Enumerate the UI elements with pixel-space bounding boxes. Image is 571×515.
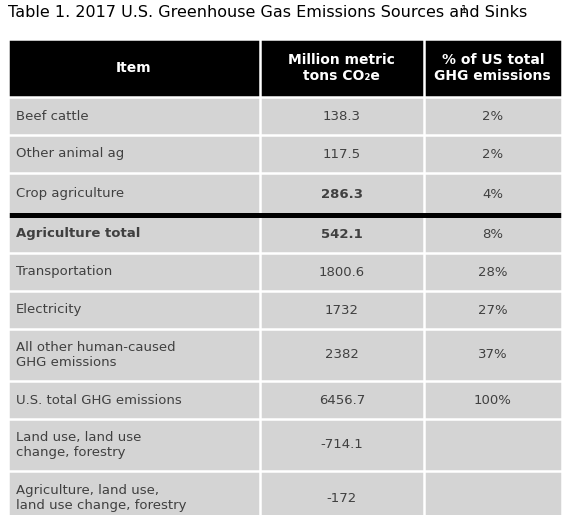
Bar bbox=[424, 381, 562, 419]
Bar bbox=[424, 471, 562, 515]
Bar bbox=[260, 253, 424, 291]
Text: -172: -172 bbox=[327, 491, 357, 505]
Text: Electricity: Electricity bbox=[16, 303, 82, 317]
Bar bbox=[8, 97, 260, 135]
Text: 286.3: 286.3 bbox=[321, 187, 363, 200]
Text: 27%: 27% bbox=[478, 303, 508, 317]
Bar bbox=[424, 215, 562, 253]
Text: 6456.7: 6456.7 bbox=[319, 393, 365, 406]
Text: 2%: 2% bbox=[482, 110, 503, 123]
Bar bbox=[8, 291, 260, 329]
Bar bbox=[260, 135, 424, 173]
Text: 28%: 28% bbox=[478, 266, 508, 279]
Text: 100%: 100% bbox=[474, 393, 512, 406]
Text: 138.3: 138.3 bbox=[323, 110, 361, 123]
Bar bbox=[8, 253, 260, 291]
Text: Other animal ag: Other animal ag bbox=[16, 147, 124, 161]
Text: 117.5: 117.5 bbox=[323, 147, 361, 161]
Bar bbox=[260, 471, 424, 515]
Text: Item: Item bbox=[116, 61, 152, 75]
Text: All other human-caused
GHG emissions: All other human-caused GHG emissions bbox=[16, 341, 176, 369]
Text: U.S. total GHG emissions: U.S. total GHG emissions bbox=[16, 393, 182, 406]
Bar bbox=[424, 291, 562, 329]
Bar bbox=[260, 329, 424, 381]
Text: 542.1: 542.1 bbox=[321, 228, 363, 241]
Bar bbox=[8, 471, 260, 515]
Bar bbox=[8, 135, 260, 173]
Text: 37%: 37% bbox=[478, 349, 508, 362]
Bar bbox=[8, 215, 260, 253]
Text: 1: 1 bbox=[461, 5, 467, 15]
Text: -714.1: -714.1 bbox=[320, 438, 363, 452]
Bar bbox=[260, 173, 424, 215]
Text: Million metric
tons CO₂e: Million metric tons CO₂e bbox=[288, 53, 395, 83]
Bar bbox=[424, 97, 562, 135]
Bar bbox=[424, 329, 562, 381]
Text: 8%: 8% bbox=[482, 228, 503, 241]
Text: 1800.6: 1800.6 bbox=[319, 266, 365, 279]
Bar bbox=[8, 39, 260, 97]
Text: 4%: 4% bbox=[482, 187, 503, 200]
Text: Beef cattle: Beef cattle bbox=[16, 110, 89, 123]
Bar bbox=[8, 329, 260, 381]
Bar bbox=[8, 381, 260, 419]
Bar bbox=[260, 97, 424, 135]
Bar bbox=[424, 135, 562, 173]
Text: Land use, land use
change, forestry: Land use, land use change, forestry bbox=[16, 431, 142, 459]
Text: Transportation: Transportation bbox=[16, 266, 112, 279]
Bar bbox=[260, 215, 424, 253]
Text: 1732: 1732 bbox=[325, 303, 359, 317]
Bar bbox=[260, 291, 424, 329]
Bar bbox=[424, 419, 562, 471]
Text: Agriculture total: Agriculture total bbox=[16, 228, 140, 241]
Bar bbox=[8, 419, 260, 471]
Bar bbox=[424, 253, 562, 291]
Text: Crop agriculture: Crop agriculture bbox=[16, 187, 124, 200]
Text: Agriculture, land use,
land use change, forestry: Agriculture, land use, land use change, … bbox=[16, 484, 187, 512]
Bar bbox=[424, 39, 562, 97]
Bar bbox=[260, 381, 424, 419]
Text: Table 1. 2017 U.S. Greenhouse Gas Emissions Sources and Sinks: Table 1. 2017 U.S. Greenhouse Gas Emissi… bbox=[8, 5, 527, 20]
Bar bbox=[424, 173, 562, 215]
Bar bbox=[260, 419, 424, 471]
Text: % of US total
GHG emissions: % of US total GHG emissions bbox=[435, 53, 551, 83]
Text: 2382: 2382 bbox=[325, 349, 359, 362]
Bar bbox=[260, 39, 424, 97]
Text: 2%: 2% bbox=[482, 147, 503, 161]
Bar bbox=[8, 173, 260, 215]
